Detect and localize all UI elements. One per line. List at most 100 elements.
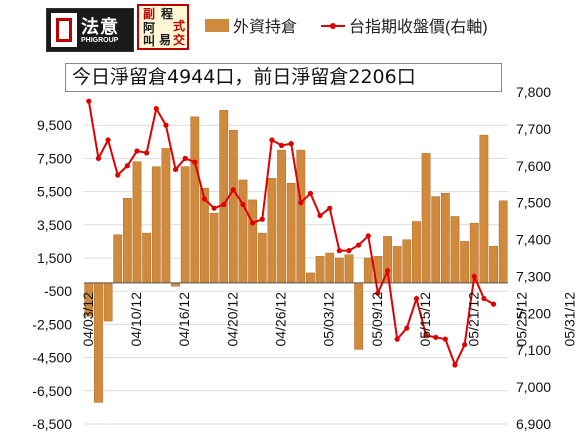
bar	[489, 246, 498, 284]
phigroup-logo: 法意 PHIGROUP	[46, 8, 134, 52]
logo-char: 阿	[143, 21, 156, 35]
bar	[412, 221, 421, 284]
x-tick-label: 05/21/12	[465, 292, 481, 347]
price-point	[356, 242, 362, 248]
right-tick-label: 7,200	[516, 305, 551, 321]
price-point	[375, 290, 381, 296]
left-tick-label: 9,500	[37, 117, 72, 133]
bar	[267, 178, 277, 284]
x-tick-label: 05/31/12	[562, 292, 576, 347]
bar	[151, 166, 161, 284]
left-tick-label: 3,500	[37, 217, 72, 233]
price-point	[134, 148, 140, 154]
left-tick-label: -6,500	[32, 383, 72, 399]
price-point	[471, 273, 477, 280]
bar	[479, 134, 489, 284]
logo-char: 式	[173, 19, 186, 33]
left-tick-label: -8,500	[32, 416, 72, 432]
price-point	[86, 98, 92, 104]
bar	[122, 197, 132, 284]
price-point	[462, 342, 468, 348]
price-point	[298, 200, 304, 206]
legend-item-bar: 外資持倉	[205, 13, 297, 37]
bar	[450, 216, 460, 284]
bar	[344, 254, 354, 284]
program-trading-logo: 副 程 式 阿 叫 交 易	[137, 4, 189, 50]
bar	[402, 239, 412, 284]
price-point	[394, 336, 400, 342]
right-axis-ticks: 7,800 7,700 7,600 7,500 7,400 7,300 7,200 7,100…	[516, 84, 551, 432]
bar	[363, 257, 373, 284]
legend-line-label: 台指期收盤價(右軸)	[349, 19, 488, 36]
x-tick-label: 05/15/12	[417, 292, 433, 347]
price-point	[384, 268, 391, 274]
logo-brand-name: 法意	[81, 17, 119, 38]
bar	[354, 282, 364, 350]
bar	[325, 252, 335, 284]
logo-char: 叫	[143, 34, 156, 48]
legend-bar-swatch	[205, 18, 229, 32]
right-tick-label: 7,800	[516, 84, 551, 100]
bar	[306, 272, 315, 284]
price-point	[317, 212, 323, 219]
right-tick-label: 6,900	[516, 416, 551, 432]
price-point	[172, 166, 179, 173]
logo-char: 交	[173, 33, 186, 47]
bar	[209, 212, 219, 284]
price-point	[153, 106, 159, 112]
left-axis-ticks: 9,500 7,500 5,500 3,500 1,500 -500 -2,500 -4,50…	[32, 117, 72, 432]
price-point	[452, 362, 458, 368]
price-point	[182, 155, 188, 161]
bar	[286, 183, 296, 284]
legend-line-swatch	[321, 19, 345, 32]
bar	[431, 196, 441, 284]
bar	[315, 256, 325, 284]
price-point	[423, 332, 429, 339]
price-point	[346, 248, 352, 254]
price-point	[490, 301, 497, 307]
price-point	[240, 201, 246, 208]
right-tick-label: 7,400	[516, 232, 551, 248]
price-point	[105, 137, 111, 143]
price-point	[115, 172, 121, 178]
price-point	[413, 295, 420, 302]
price-point	[259, 216, 265, 222]
right-tick-label: 7,100	[516, 342, 551, 358]
bar	[228, 129, 238, 284]
price-point	[269, 137, 275, 143]
logo-char: 易	[159, 33, 172, 47]
x-tick-label: 04/10/12	[128, 292, 144, 347]
x-axis-labels: 04/03/12 04/10/12 04/16/12 04/20/12 04/26/12…	[80, 292, 576, 347]
price-point	[433, 334, 439, 340]
logo-brand-sub: PHIGROUP	[81, 37, 119, 44]
bar	[238, 179, 248, 284]
price-point	[163, 122, 169, 128]
right-tick-label: 7,700	[516, 121, 551, 137]
price-point	[192, 159, 198, 165]
price-point	[404, 325, 410, 331]
price-point	[481, 295, 487, 302]
price-point	[124, 163, 130, 169]
x-tick-label: 04/26/12	[273, 292, 289, 347]
x-tick-label: 04/16/12	[176, 292, 192, 347]
bar	[113, 234, 123, 284]
right-tick-label: 7,600	[516, 158, 551, 174]
bar	[440, 193, 450, 284]
x-tick-label: 05/03/12	[321, 292, 337, 347]
left-tick-label: 5,500	[37, 184, 72, 200]
bar	[190, 116, 200, 284]
right-tick-label: 7,000	[516, 379, 551, 395]
right-tick-label: 7,500	[516, 195, 551, 211]
price-point	[250, 220, 256, 226]
logo-char: 副	[143, 7, 156, 21]
x-tick-label: 04/03/12	[80, 292, 96, 347]
left-tick-label: -500	[44, 283, 72, 299]
legend-item-line: 台指期收盤價(右軸)	[321, 13, 488, 37]
bar	[219, 110, 229, 284]
price-point	[327, 205, 333, 211]
bar	[180, 166, 190, 284]
left-tick-label: 1,500	[37, 250, 72, 266]
price-point	[442, 336, 448, 342]
bar	[421, 153, 431, 284]
